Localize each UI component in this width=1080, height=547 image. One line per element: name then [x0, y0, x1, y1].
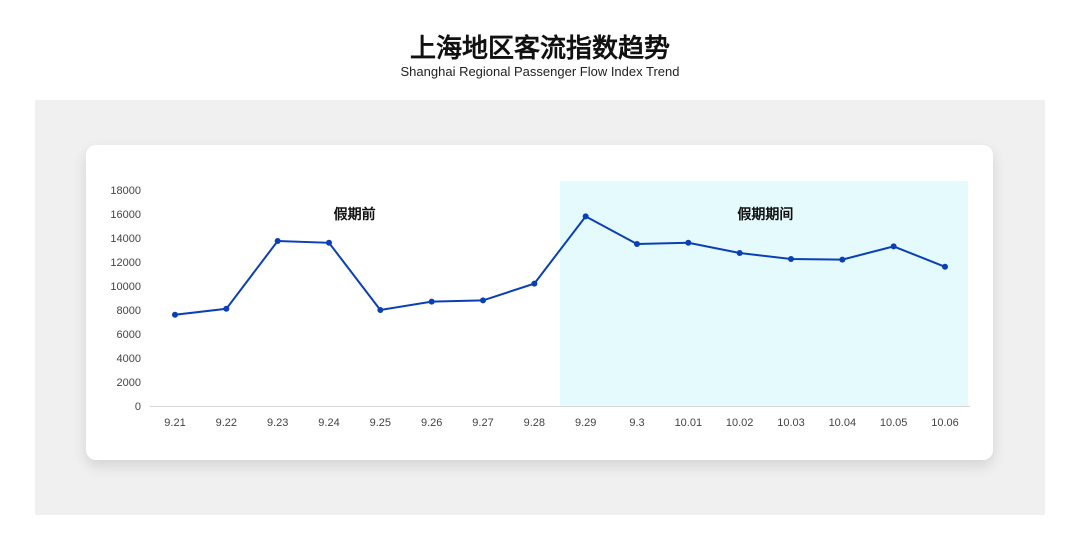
- data-point-10.04: [839, 256, 846, 263]
- data-point-9.22: [223, 305, 230, 312]
- data-point-9.29: [582, 213, 589, 220]
- x-tick-label: 9.27: [472, 417, 493, 429]
- y-tick-label: 8000: [117, 305, 141, 317]
- data-point-9.27: [480, 297, 486, 304]
- data-point-10.05: [890, 243, 897, 250]
- y-tick-label: 6000: [117, 329, 141, 341]
- x-tick-label: 10.04: [829, 417, 857, 429]
- y-tick-label: 14000: [110, 233, 141, 245]
- y-tick-label: 2000: [117, 377, 141, 389]
- y-tick-label: 10000: [110, 281, 141, 293]
- region-label: 假期前: [334, 206, 376, 223]
- x-tick-label: 9.23: [267, 417, 288, 429]
- y-tick-label: 4000: [117, 353, 141, 365]
- data-point-9.26: [428, 298, 435, 305]
- data-point-10.06: [942, 263, 948, 270]
- x-tick-label: 10.01: [675, 417, 703, 429]
- region-shade-1: [560, 181, 968, 406]
- x-tick-label: 9.22: [216, 417, 237, 429]
- x-tick-label: 9.24: [318, 417, 339, 429]
- x-tick-label: 9.26: [421, 417, 442, 429]
- x-tick-label: 9.21: [164, 417, 185, 429]
- data-point-10.01: [685, 239, 692, 246]
- x-tick-label: 9.3: [629, 417, 644, 429]
- x-tick-label: 10.05: [880, 417, 908, 429]
- x-tick-label: 10.06: [931, 417, 959, 429]
- y-tick-label: 18000: [110, 185, 141, 197]
- data-point-9.24: [326, 239, 332, 246]
- series-line: [174, 215, 946, 316]
- chart-title: 上海地区客流指数趋势: [409, 34, 670, 64]
- region-label: 假期期间: [737, 206, 793, 223]
- data-point-10.03: [788, 256, 794, 262]
- data-point-10.02: [736, 250, 743, 256]
- data-point-9.28: [531, 280, 538, 287]
- y-tick-label: 12000: [110, 257, 141, 269]
- x-tick-label: 10.02: [726, 417, 754, 429]
- x-tick-label: 9.25: [370, 417, 391, 429]
- y-tick-label: 16000: [110, 209, 141, 221]
- x-tick-label: 9.28: [524, 417, 545, 429]
- x-tick-label: 9.29: [575, 417, 596, 429]
- chart-subtitle: Shanghai Regional Passenger Flow Index T…: [400, 64, 680, 79]
- data-point-9.23: [274, 238, 281, 244]
- x-tick-label: 10.03: [777, 417, 805, 429]
- data-point-9.21: [172, 311, 178, 318]
- y-tick-label: 0: [135, 401, 141, 413]
- data-point-9.3: [634, 241, 640, 247]
- data-point-9.25: [377, 307, 384, 313]
